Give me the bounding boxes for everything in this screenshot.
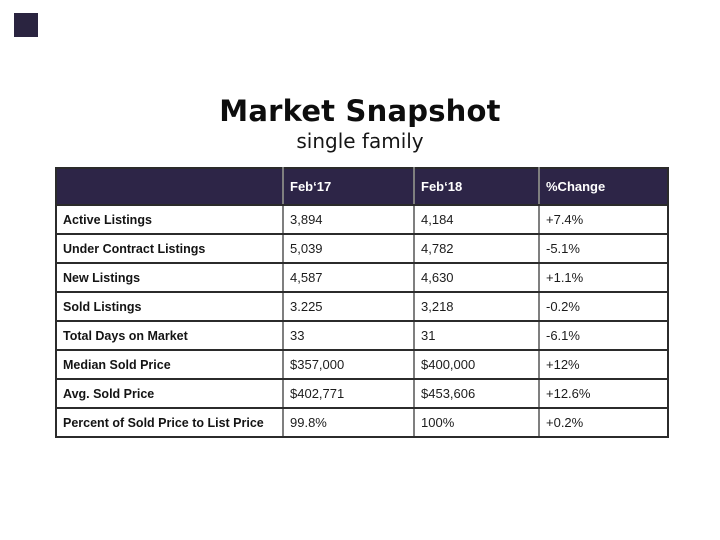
row-label: New Listings xyxy=(55,262,284,293)
cell-feb18: 4,184 xyxy=(413,204,540,235)
row-label: Percent of Sold Price to List Price xyxy=(55,407,284,438)
cell-feb17: 5,039 xyxy=(282,233,415,264)
row-label: Total Days on Market xyxy=(55,320,284,351)
col-header-feb17: Feb‘17 xyxy=(282,167,415,206)
cell-feb17: $357,000 xyxy=(282,349,415,380)
table-row-sold-listings: Sold Listings 3.225 3,218 -0.2% xyxy=(55,291,669,322)
cell-feb17: 3,894 xyxy=(282,204,415,235)
cell-feb17: 99.8% xyxy=(282,407,415,438)
table-row-percent-sold-to-list: Percent of Sold Price to List Price 99.8… xyxy=(55,407,669,438)
market-snapshot-table: Feb‘17 Feb‘18 %Change Active Listings 3,… xyxy=(55,167,669,438)
table-row-under-contract-listings: Under Contract Listings 5,039 4,782 -5.1… xyxy=(55,233,669,264)
row-label: Active Listings xyxy=(55,204,284,235)
cell-feb18: 3,218 xyxy=(413,291,540,322)
cell-feb18: 100% xyxy=(413,407,540,438)
cell-change: +12.6% xyxy=(538,378,669,409)
cell-feb17: 4,587 xyxy=(282,262,415,293)
cell-change: +7.4% xyxy=(538,204,669,235)
cell-change: -5.1% xyxy=(538,233,669,264)
cell-feb18: 4,630 xyxy=(413,262,540,293)
cell-feb18: 31 xyxy=(413,320,540,351)
cell-feb18: $400,000 xyxy=(413,349,540,380)
cell-change: -0.2% xyxy=(538,291,669,322)
table-row-avg-sold-price: Avg. Sold Price $402,771 $453,606 +12.6% xyxy=(55,378,669,409)
col-header-feb18: Feb‘18 xyxy=(413,167,540,206)
brand-square xyxy=(14,13,38,37)
row-label: Avg. Sold Price xyxy=(55,378,284,409)
cell-change: +0.2% xyxy=(538,407,669,438)
cell-change: +12% xyxy=(538,349,669,380)
col-header-change: %Change xyxy=(538,167,669,206)
col-header-metric xyxy=(55,167,284,206)
cell-change: +1.1% xyxy=(538,262,669,293)
table-row-median-sold-price: Median Sold Price $357,000 $400,000 +12% xyxy=(55,349,669,380)
cell-feb17: $402,771 xyxy=(282,378,415,409)
title-block: Market Snapshot single family xyxy=(0,94,720,155)
cell-change: -6.1% xyxy=(538,320,669,351)
cell-feb18: $453,606 xyxy=(413,378,540,409)
cell-feb17: 3.225 xyxy=(282,291,415,322)
row-label: Under Contract Listings xyxy=(55,233,284,264)
cell-feb17: 33 xyxy=(282,320,415,351)
table-row-new-listings: New Listings 4,587 4,630 +1.1% xyxy=(55,262,669,293)
table-row-total-days-on-market: Total Days on Market 33 31 -6.1% xyxy=(55,320,669,351)
table-row-active-listings: Active Listings 3,894 4,184 +7.4% xyxy=(55,204,669,235)
cell-feb18: 4,782 xyxy=(413,233,540,264)
row-label: Sold Listings xyxy=(55,291,284,322)
page-subtitle: single family xyxy=(296,129,424,153)
row-label: Median Sold Price xyxy=(55,349,284,380)
table-header-row: Feb‘17 Feb‘18 %Change xyxy=(55,167,669,206)
page-title: Market Snapshot xyxy=(219,94,501,128)
